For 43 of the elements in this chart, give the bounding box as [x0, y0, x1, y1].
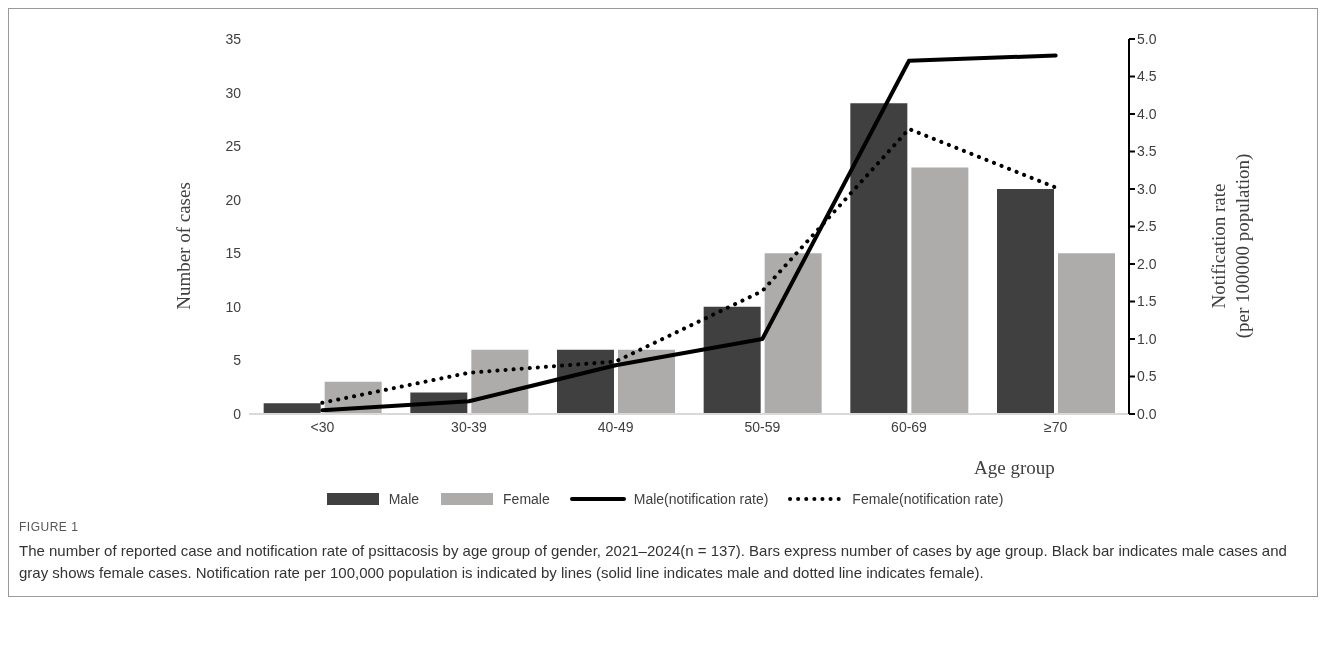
x-tick-label: 40-49: [597, 418, 634, 435]
line-series: [320, 53, 1058, 413]
y-tick-label: 5: [233, 352, 242, 369]
caption: FIGURE 1: [19, 520, 80, 534]
bar: [703, 306, 761, 414]
x-tick-label: ≥70: [1044, 418, 1068, 435]
y-tick-label: 15: [225, 245, 242, 262]
y2-tick-label: 4.0: [1137, 105, 1157, 122]
y-axis-title: Number of cases: [173, 182, 195, 310]
y2-axis-title: Notification rate (per 100000 population): [1207, 153, 1254, 339]
y2-tick-label: 1.0: [1137, 330, 1157, 347]
y-tick-label: 10: [225, 298, 242, 315]
y-tick-label: 30: [225, 84, 242, 101]
bar: [911, 167, 969, 414]
y-tick-label: 25: [225, 138, 242, 155]
legend-label: Male(notification rate): [632, 491, 769, 507]
y2-tick-label: 5.0: [1137, 30, 1157, 47]
x-tick-label: <30: [310, 418, 335, 435]
y2-tick-label: 3.0: [1137, 180, 1157, 197]
bar: [618, 349, 675, 414]
y2-tick-label: 0.5: [1137, 368, 1157, 385]
y-tick-label: 35: [225, 30, 242, 47]
x-tick-label: 50-59: [744, 418, 781, 435]
y-tick-label: 20: [225, 191, 242, 208]
x-tick-label: 60-69: [891, 418, 928, 435]
legend-label: Male: [387, 491, 420, 507]
y2-tick-label: 3.5: [1137, 143, 1157, 160]
legend-label: Female(notification rate): [851, 491, 1004, 507]
bar: [263, 403, 321, 414]
x-axis-title: Age group: [974, 457, 1055, 479]
bar: [764, 253, 822, 414]
bar: [1058, 253, 1115, 414]
text: The number of reported case and notification rate of psittacosis by age group of gender, 2021–2024(n = 137). Bars express number of cases by age group. Black bar indicates male cases and gray shows female cases. Notification rate per 100,000 population is indicated by lines (solid line indicates male and dotted line indicates female).: [19, 541, 1288, 583]
y2-tick-label: 0.0: [1137, 405, 1157, 422]
legend-label: Female: [502, 491, 550, 507]
x-tick-label: 30-39: [451, 418, 488, 435]
y2-tick-label: 2.5: [1137, 218, 1157, 235]
y2-tick-label: 4.5: [1137, 68, 1157, 85]
bar: [850, 103, 908, 414]
y-tick-label: 0: [233, 405, 242, 422]
y2-tick-label: 2.0: [1137, 255, 1157, 272]
y2-tick-label: 1.5: [1137, 293, 1157, 310]
bar: [997, 189, 1054, 414]
